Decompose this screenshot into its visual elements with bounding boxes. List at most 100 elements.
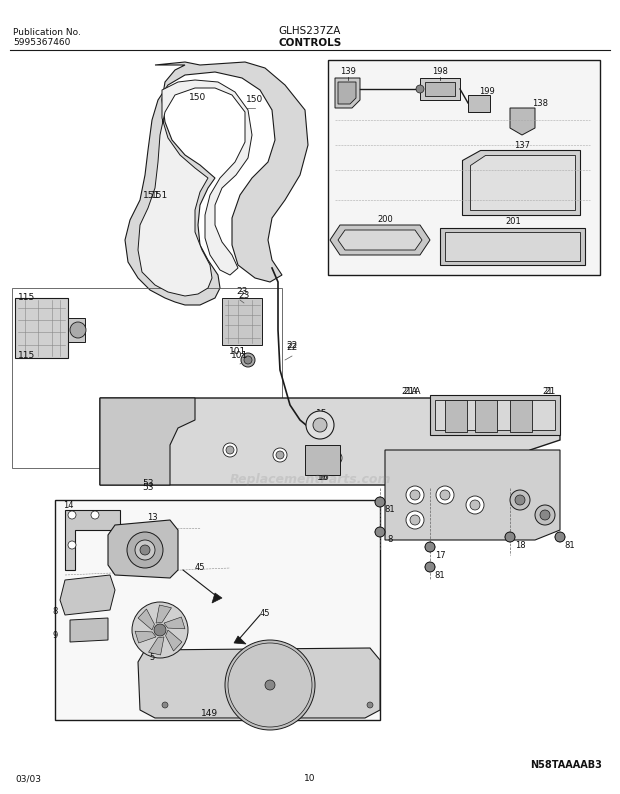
- Text: Publication No.: Publication No.: [13, 28, 81, 37]
- Text: 151: 151: [143, 191, 161, 199]
- Bar: [328, 60, 600, 275]
- Circle shape: [410, 490, 420, 500]
- Circle shape: [406, 486, 424, 504]
- Circle shape: [228, 643, 312, 727]
- Circle shape: [436, 486, 454, 504]
- Polygon shape: [138, 609, 154, 630]
- Text: 21A: 21A: [402, 387, 418, 396]
- Circle shape: [328, 451, 342, 465]
- Circle shape: [306, 411, 334, 439]
- Text: 5995367460: 5995367460: [13, 38, 71, 47]
- Text: 9: 9: [52, 630, 58, 639]
- Polygon shape: [468, 95, 490, 112]
- Text: CONTROLS: CONTROLS: [278, 38, 342, 48]
- Polygon shape: [305, 445, 340, 475]
- Text: 53: 53: [142, 479, 154, 488]
- Text: 23: 23: [236, 287, 247, 296]
- Text: 139: 139: [340, 67, 356, 75]
- Text: 150: 150: [246, 95, 264, 105]
- Circle shape: [505, 532, 515, 542]
- Circle shape: [91, 511, 99, 519]
- Text: 22: 22: [286, 344, 298, 353]
- Text: 198: 198: [432, 67, 448, 75]
- Circle shape: [313, 418, 327, 432]
- Circle shape: [367, 702, 373, 708]
- Text: 199: 199: [479, 87, 495, 95]
- Circle shape: [154, 624, 166, 636]
- Text: 81: 81: [384, 506, 396, 515]
- Polygon shape: [149, 637, 164, 655]
- Circle shape: [241, 353, 255, 367]
- Circle shape: [375, 527, 385, 537]
- Text: 115: 115: [19, 294, 35, 303]
- Circle shape: [127, 532, 163, 568]
- Polygon shape: [68, 318, 85, 342]
- Circle shape: [331, 454, 339, 462]
- Circle shape: [132, 602, 188, 658]
- Text: 53: 53: [142, 483, 154, 491]
- Circle shape: [555, 532, 565, 542]
- Text: 81: 81: [565, 541, 575, 549]
- Text: ReplacementParts.com: ReplacementParts.com: [229, 473, 391, 487]
- Text: 115: 115: [19, 350, 35, 360]
- Circle shape: [223, 443, 237, 457]
- Polygon shape: [222, 298, 262, 345]
- Text: 10: 10: [304, 774, 316, 783]
- Polygon shape: [108, 520, 178, 578]
- Text: 8: 8: [388, 535, 392, 545]
- Text: 45: 45: [195, 562, 205, 572]
- Text: 17: 17: [435, 550, 445, 560]
- Polygon shape: [510, 400, 532, 432]
- Polygon shape: [445, 232, 580, 261]
- Text: GLHS237ZA: GLHS237ZA: [279, 26, 341, 36]
- Circle shape: [425, 562, 435, 572]
- Polygon shape: [234, 636, 246, 644]
- Text: 15: 15: [316, 410, 328, 418]
- Text: 03/03: 03/03: [15, 774, 41, 783]
- Circle shape: [440, 490, 450, 500]
- Circle shape: [470, 500, 480, 510]
- Circle shape: [535, 505, 555, 525]
- Circle shape: [410, 515, 420, 525]
- Polygon shape: [70, 618, 108, 642]
- Polygon shape: [425, 82, 455, 96]
- Text: 18: 18: [515, 541, 525, 549]
- Circle shape: [68, 511, 76, 519]
- Text: 21A: 21A: [403, 387, 421, 396]
- Text: 16: 16: [317, 473, 329, 483]
- Text: 149: 149: [202, 708, 219, 718]
- Circle shape: [68, 541, 76, 549]
- Text: 201: 201: [505, 218, 521, 226]
- Polygon shape: [60, 575, 115, 615]
- Text: 200: 200: [377, 215, 393, 225]
- Polygon shape: [164, 617, 185, 629]
- Circle shape: [162, 702, 168, 708]
- Polygon shape: [100, 398, 560, 485]
- Circle shape: [140, 545, 150, 555]
- Circle shape: [273, 448, 287, 462]
- Polygon shape: [166, 630, 182, 651]
- Text: 13: 13: [147, 514, 157, 522]
- Polygon shape: [330, 225, 430, 255]
- Polygon shape: [430, 395, 560, 435]
- Text: 45: 45: [260, 608, 270, 618]
- Circle shape: [70, 322, 86, 338]
- Text: 5: 5: [149, 653, 154, 662]
- Polygon shape: [470, 155, 575, 210]
- Polygon shape: [420, 78, 460, 100]
- Text: 101: 101: [231, 352, 249, 360]
- Polygon shape: [440, 228, 585, 265]
- Text: 14: 14: [63, 502, 73, 511]
- Text: 16: 16: [317, 473, 329, 483]
- Polygon shape: [335, 78, 360, 108]
- Text: N58TAAAAB3: N58TAAAAB3: [530, 760, 602, 770]
- Text: 23: 23: [238, 291, 250, 299]
- Text: 22: 22: [286, 341, 298, 349]
- Polygon shape: [125, 62, 308, 305]
- Text: 138: 138: [532, 98, 548, 107]
- Polygon shape: [338, 82, 356, 104]
- Circle shape: [510, 490, 530, 510]
- Circle shape: [466, 496, 484, 514]
- Circle shape: [226, 446, 234, 454]
- Polygon shape: [475, 400, 497, 432]
